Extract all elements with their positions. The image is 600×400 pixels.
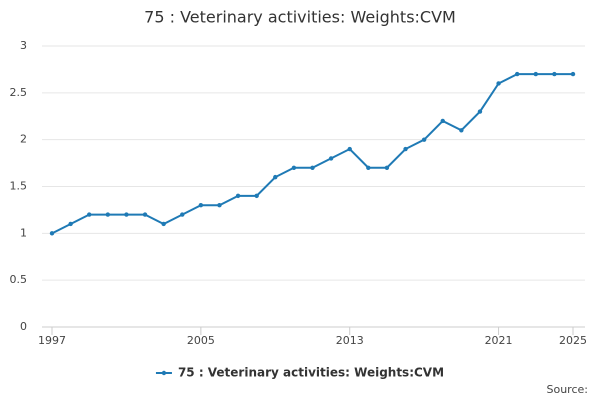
x-tick-label: 2005 [187,334,215,347]
point [217,203,222,208]
point [105,212,111,217]
y-tick-label: 1 [20,226,27,239]
chart-title: 75 : Veterinary activities: Weights:CVM [144,8,456,27]
source: Source: [547,383,589,396]
point [477,109,483,114]
point [142,212,148,217]
y-tick-label: 2 [20,133,27,146]
point [68,221,73,227]
point [310,165,315,170]
y-tick-label: 3 [20,39,27,52]
point [273,174,278,180]
x-tick-label: 2025 [559,334,587,347]
point [161,221,166,227]
point [496,81,501,86]
point [124,212,129,217]
x-tick-label: 2013 [336,334,364,347]
point [421,137,427,142]
y-tick-label: 0.5 [10,273,28,286]
x-tick-label: 2021 [485,334,513,347]
y-tick-label: 1.5 [10,180,28,193]
line [51,73,573,235]
point [552,71,557,77]
point [384,165,390,170]
point [533,71,538,77]
point [366,165,371,170]
point [514,71,520,77]
point [198,203,204,208]
point [235,193,241,199]
y-tick-label: 2.5 [10,86,28,99]
legend-swatch-point [161,370,167,376]
point [403,146,408,152]
point [180,212,185,217]
point [570,71,576,77]
point [328,156,334,161]
point [87,212,92,217]
y-tick-label: 0 [20,320,27,333]
x-tick-label: 1997 [38,334,66,347]
point [347,146,352,152]
point [459,128,464,133]
point [440,118,445,124]
legend-label: 75 : Veterinary activities: Weights:CVM [178,366,444,380]
point [254,193,259,199]
point [291,165,297,170]
point [49,231,55,236]
